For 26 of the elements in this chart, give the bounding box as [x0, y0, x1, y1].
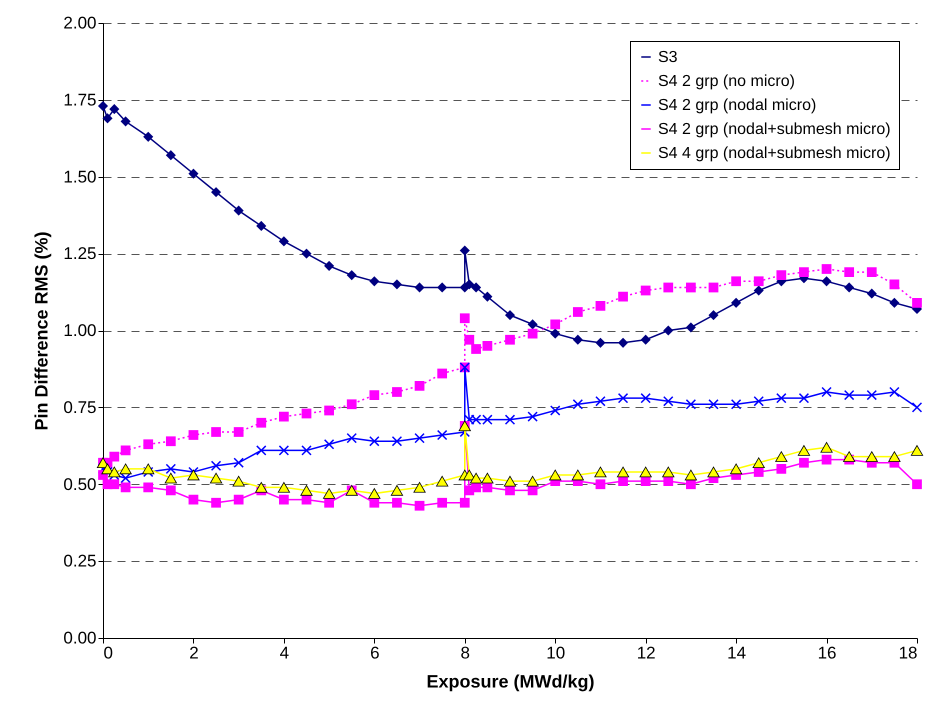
y-tick-label: 0.00	[63, 628, 96, 648]
legend-label: S3	[658, 49, 678, 66]
x-tick-label: 4	[280, 644, 290, 662]
x-tick-label: 12	[636, 644, 656, 662]
y-tick-label: 0.50	[63, 474, 96, 494]
x-tick-label: 6	[370, 644, 380, 662]
x-axis-title: Exposure (MWd/kg)	[426, 672, 595, 692]
x-tick-label: 18	[898, 644, 918, 662]
y-tick-label: 2.00	[63, 14, 96, 32]
x-tick-label: 2	[189, 644, 199, 662]
y-tick-label: 0.75	[63, 398, 96, 417]
y-tick-label: 1.75	[63, 90, 96, 110]
y-tick-label: 0.25	[63, 552, 96, 571]
x-tick-label: 16	[818, 644, 837, 662]
legend-label: S4 2 grp (no micro)	[658, 73, 795, 90]
x-tick-label: 10	[546, 644, 566, 662]
y-axis-title: Pin Difference RMS (%)	[31, 231, 52, 431]
y-tick-label: 1.50	[63, 167, 96, 186]
y-tick-label: 1.25	[63, 244, 96, 264]
x-tick-label: 8	[460, 644, 470, 662]
x-tick-label: 0	[104, 644, 113, 662]
legend-label: S4 2 grp (nodal+submesh micro)	[658, 121, 891, 138]
legend-label: S4 4 grp (nodal+submesh micro)	[658, 145, 891, 162]
y-tick-label: 1.00	[63, 321, 96, 340]
x-tick-label: 14	[727, 644, 746, 662]
legend-label: S4 2 grp (nodal micro)	[658, 97, 816, 114]
